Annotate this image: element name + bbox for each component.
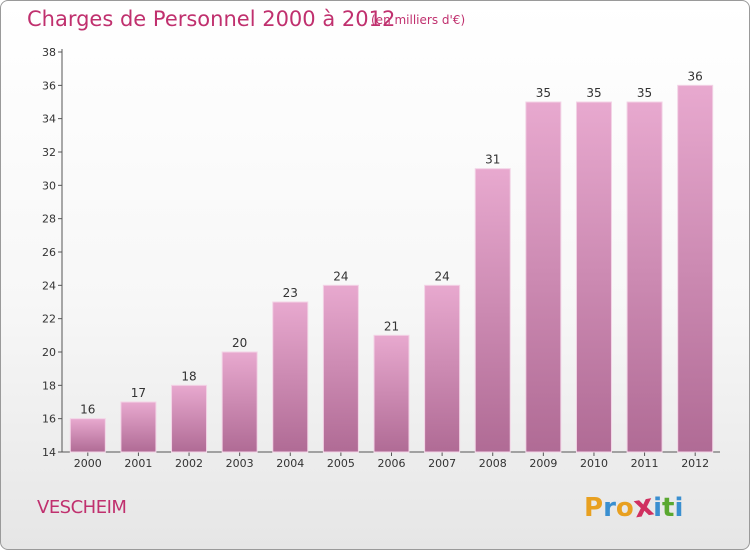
logo-letter: o [615,493,634,523]
bar-2007 [424,284,461,453]
y-tick-label: 26 [42,246,56,259]
commune-name: VESCHEIM [37,497,127,518]
bar-2011 [626,101,663,453]
y-tick-label: 24 [42,279,56,292]
value-label-2009: 35 [536,86,551,100]
x-tick-label-2011: 2011 [631,457,659,470]
value-label-2003: 20 [232,336,247,350]
value-label-2007: 24 [434,269,449,283]
value-label-2002: 18 [181,369,196,383]
x-tick-label-2004: 2004 [276,457,304,470]
bar-2003 [221,351,258,453]
logo-letter: i [653,493,663,523]
value-label-2005: 24 [333,269,348,283]
chart-title: Charges de Personnel 2000 à 2012 [27,7,396,31]
logo-letter: r [603,493,616,523]
y-tick-label: 34 [42,113,56,126]
x-tick-label-2006: 2006 [378,457,406,470]
x-tick-label-2012: 2012 [681,457,709,470]
y-tick-label: 16 [42,413,56,426]
value-label-2011: 35 [637,86,652,100]
logo-letter: P [584,493,604,523]
value-label-2008: 31 [485,153,500,167]
bar-2009 [525,101,562,453]
logo-letter: i [674,493,684,523]
x-tick-label-2002: 2002 [175,457,203,470]
y-tick-label: 22 [42,313,56,326]
y-tick-label: 20 [42,346,56,359]
value-label-2000: 16 [80,403,95,417]
x-tick-label-2003: 2003 [226,457,254,470]
y-tick-label: 18 [42,379,56,392]
proxiti-logo: Proxiti [584,488,684,526]
logo-letter: t [662,493,675,523]
x-tick-label-2009: 2009 [529,457,557,470]
y-tick-label: 30 [42,179,56,192]
x-tick-label-2001: 2001 [124,457,152,470]
value-label-2012: 36 [688,69,703,83]
chart-axes: 14 16 18 20 22 24 26 28 30 32 34 36 38 2000 2001 2002 20… [42,46,720,470]
bar-2000 [69,418,106,453]
bar-2010 [575,101,612,453]
x-tick-label-2000: 2000 [74,457,102,470]
bar-2001 [120,401,157,453]
chart-subtitle: (en milliers d'€) [371,13,466,27]
chart-bars [69,84,714,453]
x-tick-label-2008: 2008 [479,457,507,470]
value-label-2004: 23 [283,286,298,300]
value-label-2006: 21 [384,319,399,333]
bar-2002 [171,384,208,453]
bar-2004 [272,301,309,453]
value-label-2010: 35 [586,86,601,100]
y-tick-label: 28 [42,213,56,226]
bar-2008 [474,168,511,453]
value-label-2001: 17 [131,386,146,400]
x-tick-label-2005: 2005 [327,457,355,470]
y-tick-label: 32 [42,146,56,159]
y-tick-label: 14 [42,446,56,459]
bar-2006 [373,334,410,453]
y-tick-label: 36 [42,79,56,92]
x-tick-label-2010: 2010 [580,457,608,470]
bar-2005 [322,284,359,453]
x-tick-label-2007: 2007 [428,457,456,470]
chart-labels: 16 17 18 20 23 24 21 24 31 35 35 35 36 [80,69,703,416]
y-tick-label: 38 [42,46,56,59]
bar-2012 [677,84,714,453]
